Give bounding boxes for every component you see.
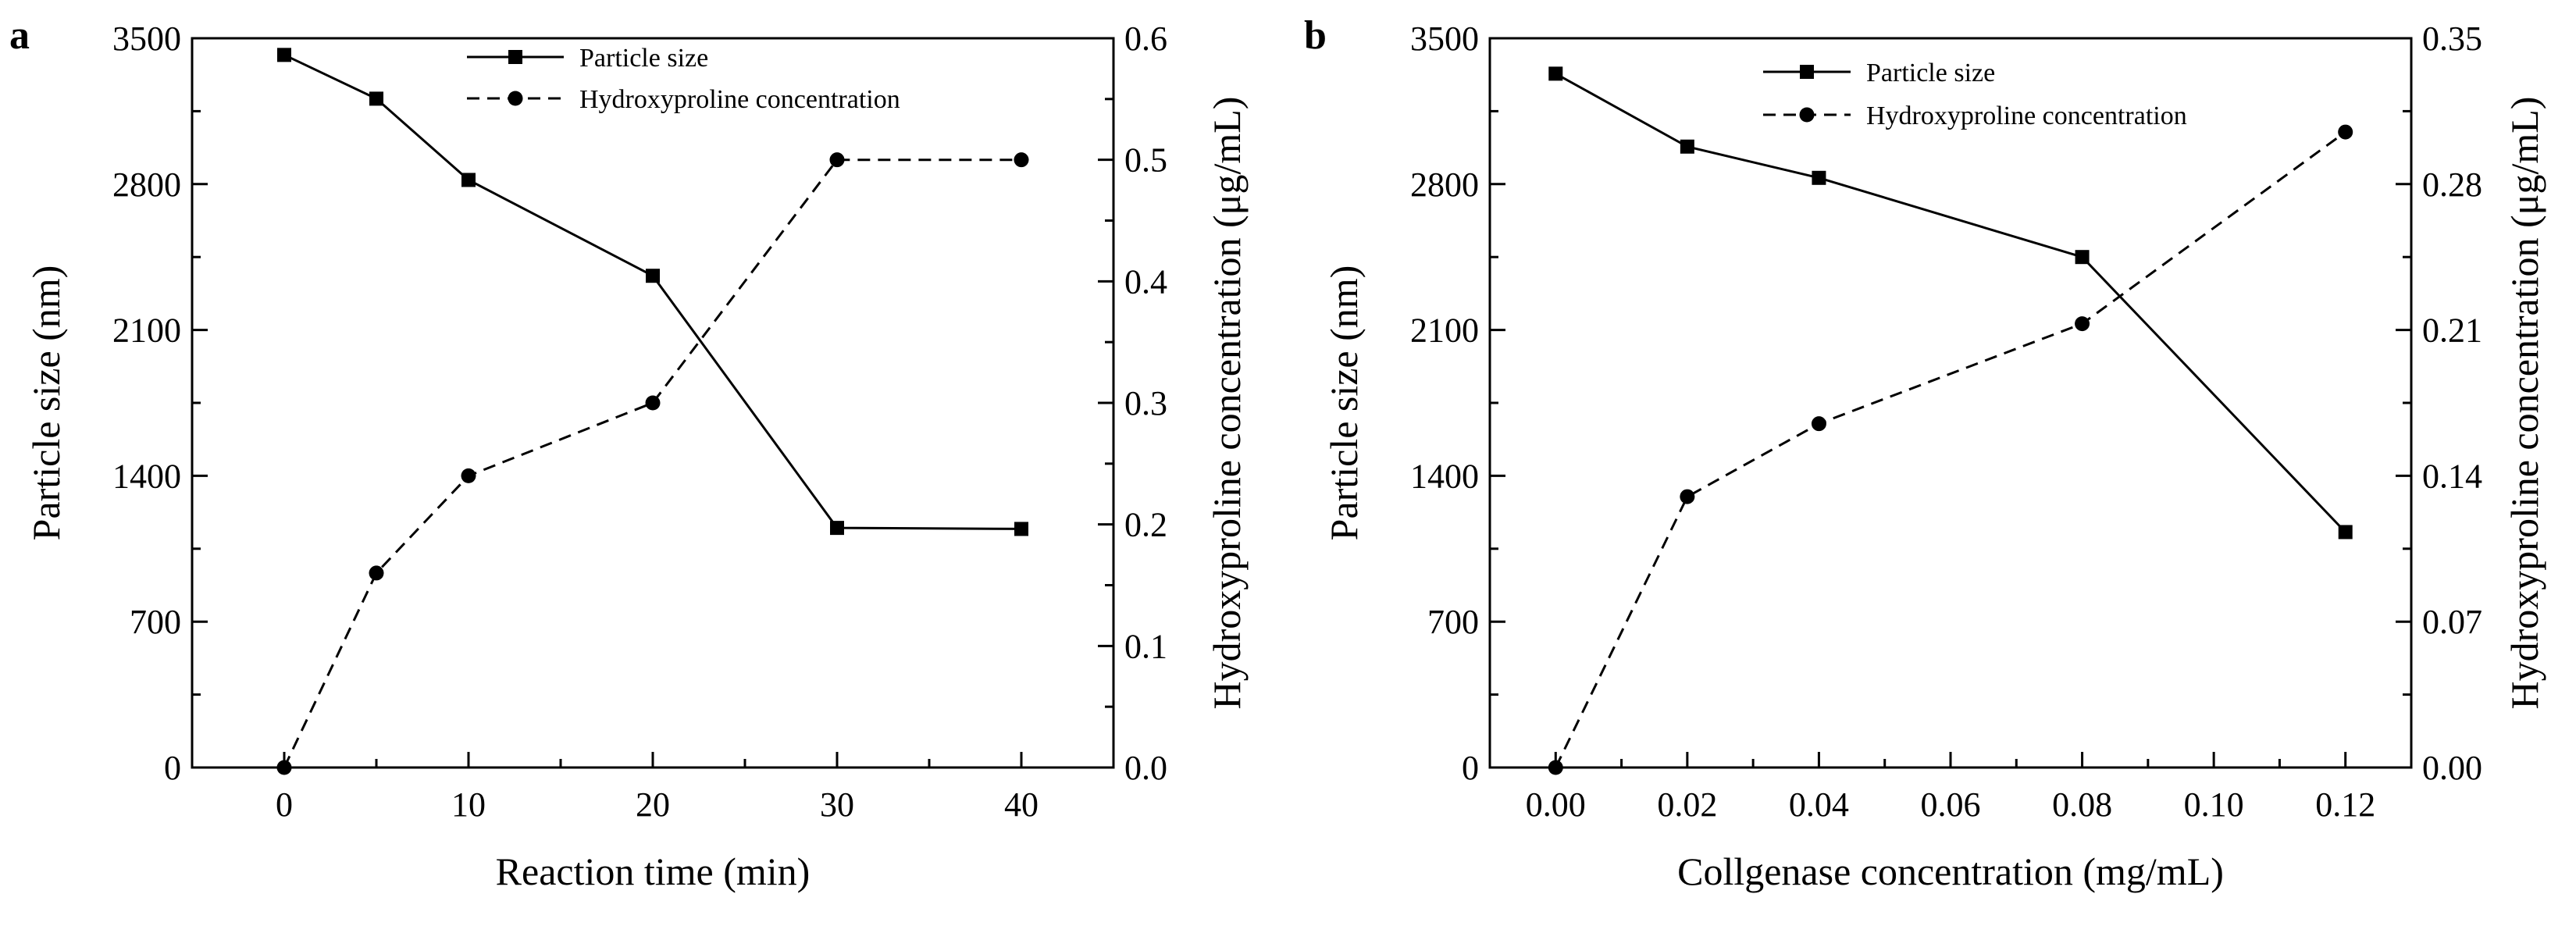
data-point-hydroxyproline	[1548, 760, 1563, 775]
y-right-tick-label: 0.07	[2422, 603, 2482, 641]
y-left-tick-label: 1400	[112, 457, 181, 495]
data-point-hydroxyproline	[369, 565, 384, 581]
y-left-tick-label: 2800	[1410, 166, 1479, 204]
x-tick-label: 20	[636, 785, 670, 824]
y-left-tick-label: 3500	[1410, 20, 1479, 58]
y-left-tick-label: 700	[130, 603, 181, 641]
data-point-hydroxyproline	[2075, 316, 2090, 332]
data-point-hydroxyproline	[829, 152, 845, 168]
series-line-hydroxyproline	[283, 158, 1021, 768]
y-right-tick-label: 0.00	[2422, 749, 2482, 787]
y-right-tick-label: 0.21	[2422, 312, 2482, 350]
y-right-axis-title: Hydroxyproline concentration (μg/mL)	[2503, 97, 2546, 710]
data-point-hydroxyproline	[461, 468, 476, 483]
legend-marker-square	[1800, 65, 1814, 79]
x-tick-label: 10	[451, 785, 486, 824]
legend-marker-circle	[1799, 107, 1815, 123]
legend-marker-circle	[508, 91, 523, 106]
y-right-tick-label: 0.0	[1124, 749, 1167, 787]
legend-label: Hydroxyproline concentration	[1866, 102, 2187, 130]
data-point-particle-size	[369, 91, 383, 106]
panel-label: b	[1304, 13, 1327, 58]
legend-label: Particle size	[1866, 59, 1995, 87]
y-left-tick-label: 1400	[1410, 457, 1479, 495]
x-tick-label: 0.10	[2184, 785, 2244, 824]
x-tick-label: 40	[1004, 785, 1039, 824]
x-tick-label: 0.02	[1657, 785, 1717, 824]
y-left-tick-label: 0	[1462, 749, 1479, 787]
y-right-tick-label: 0.4	[1124, 262, 1167, 301]
legend-label: Particle size	[579, 44, 708, 73]
y-left-axis-title: Particle size (nm)	[1322, 265, 1366, 541]
data-point-particle-size	[2338, 525, 2353, 540]
data-point-particle-size	[1014, 522, 1028, 536]
y-right-tick-label: 0.6	[1124, 20, 1167, 58]
data-point-hydroxyproline	[2338, 124, 2353, 140]
data-point-particle-size	[830, 521, 844, 536]
y-right-tick-label: 0.14	[2422, 457, 2482, 495]
data-point-hydroxyproline	[1680, 489, 1695, 504]
data-point-hydroxyproline	[1811, 416, 1826, 432]
y-right-axis-title: Hydroxyproline concentration (μg/mL)	[1205, 97, 1249, 710]
x-tick-label: 0.04	[1789, 785, 1849, 824]
y-left-tick-label: 2100	[1410, 312, 1479, 350]
data-point-particle-size	[1812, 170, 1826, 185]
x-tick-label: 0	[276, 785, 293, 824]
panel-label: a	[9, 13, 30, 58]
y-right-tick-label: 0.1	[1124, 627, 1167, 665]
y-right-tick-label: 0.2	[1124, 506, 1167, 544]
chart-panel-a: a 0 10 20 30 40 0 700 1400 2100 2800 3500 0.0 0.1 0.2 0…	[9, 13, 1249, 893]
data-point-particle-size	[2075, 250, 2090, 265]
data-point-hydroxyproline	[1014, 152, 1029, 168]
y-left-tick-label: 0	[164, 749, 181, 787]
y-right-tick-label: 0.28	[2422, 166, 2482, 204]
x-tick-label: 0.08	[2052, 785, 2112, 824]
y-right-tick-label: 0.5	[1124, 141, 1167, 180]
legend-label: Hydroxyproline concentration	[579, 85, 900, 114]
data-point-hydroxyproline	[276, 760, 292, 775]
x-axis-title: Reaction time (min)	[496, 849, 811, 893]
x-tick-label: 0.06	[1921, 785, 1981, 824]
chart-panel-b: b 0.00 0.02 0.04 0.06 0.08 0.10 0.12 0 700 1400 210…	[1304, 13, 2546, 893]
x-axis-title: Collgenase concentration (mg/mL)	[1677, 849, 2224, 893]
y-left-tick-label: 2100	[112, 312, 181, 350]
data-point-particle-size	[646, 269, 660, 283]
x-tick-label: 30	[820, 785, 854, 824]
y-left-tick-label: 2800	[112, 166, 181, 204]
y-left-tick-label: 700	[1427, 603, 1479, 641]
data-point-particle-size	[277, 48, 291, 62]
y-right-tick-label: 0.35	[2422, 20, 2482, 58]
y-right-tick-label: 0.3	[1124, 384, 1167, 422]
x-tick-label: 0.12	[2315, 785, 2375, 824]
legend-marker-square	[508, 50, 522, 64]
y-left-axis-title: Particle size (nm)	[24, 265, 68, 541]
data-point-hydroxyproline	[645, 395, 661, 411]
series-line-particle-size	[283, 53, 1022, 530]
x-tick-label: 0.00	[1526, 785, 1586, 824]
data-point-particle-size	[1680, 139, 1694, 154]
data-point-particle-size	[461, 173, 476, 187]
y-left-tick-label: 3500	[112, 20, 181, 58]
data-point-particle-size	[1548, 66, 1563, 81]
